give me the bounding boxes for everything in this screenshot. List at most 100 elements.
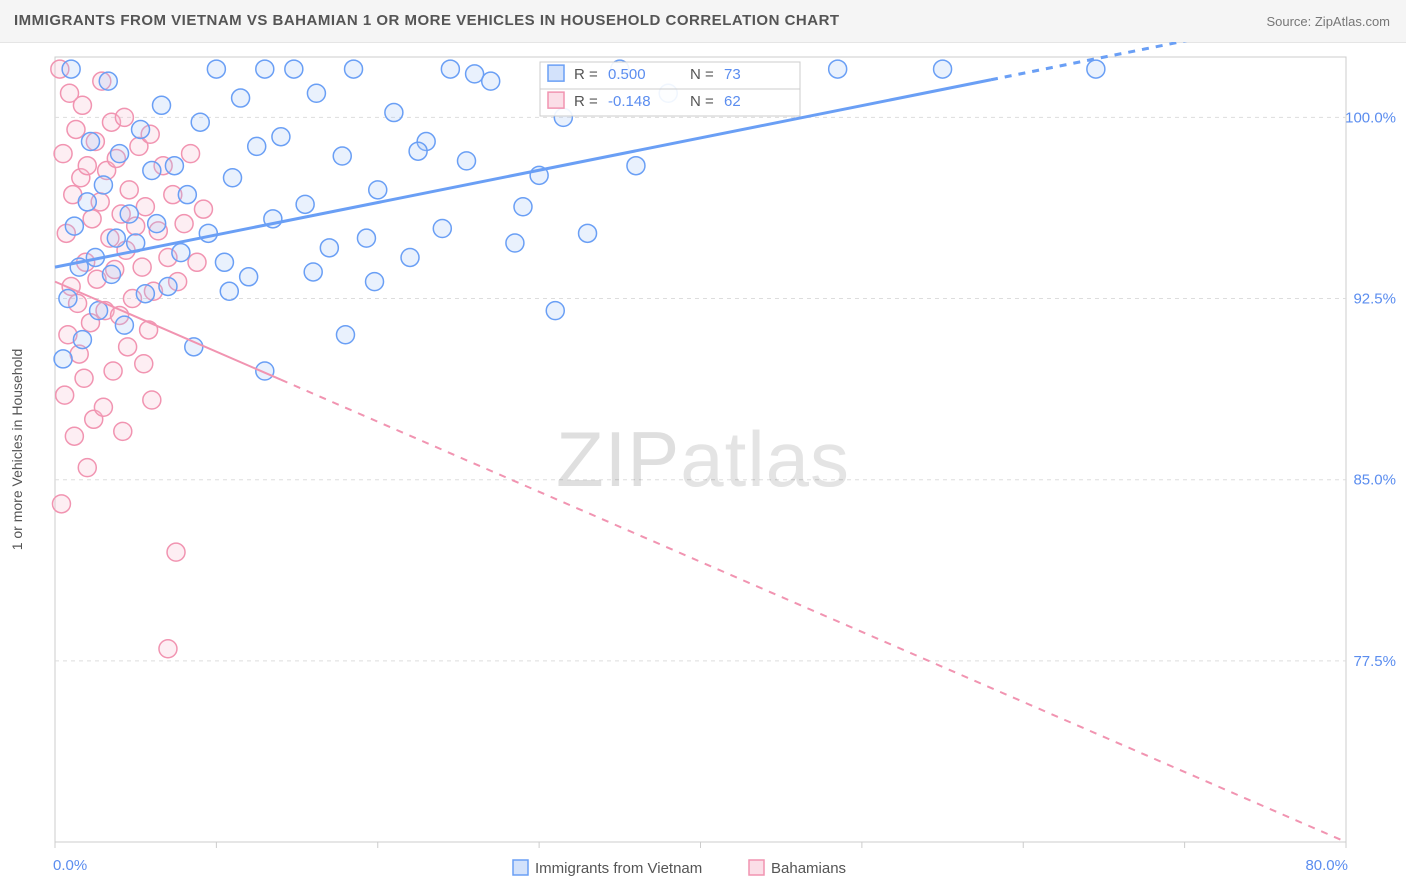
point-vietnam [304,263,322,281]
point-vietnam [102,265,120,283]
stats-swatch-bahamian [548,92,564,108]
point-vietnam [178,186,196,204]
point-vietnam [579,224,597,242]
point-bahamian [75,369,93,387]
point-vietnam [441,60,459,78]
y-axis-label: 1 or more Vehicles in Household [9,349,25,551]
ytick-label: 92.5% [1353,291,1396,308]
point-vietnam [136,285,154,303]
point-vietnam [62,60,80,78]
point-bahamian [78,157,96,175]
ytick-label: 100.0% [1345,109,1396,126]
point-vietnam [172,244,190,262]
scatter-chart-svg: 77.5% 85.0% 92.5% 100.0% 0.0% 80.0% 1 or more … [0,42,1406,892]
point-vietnam [256,60,274,78]
point-vietnam [285,60,303,78]
point-vietnam [829,60,847,78]
plot-border [55,57,1346,842]
point-vietnam [514,198,532,216]
point-vietnam [73,331,91,349]
header-bar: IMMIGRANTS FROM VIETNAM VS BAHAMIAN 1 OR… [0,0,1406,43]
point-vietnam [433,219,451,237]
point-vietnam [185,338,203,356]
point-vietnam [546,302,564,320]
point-bahamian [188,253,206,271]
point-vietnam [366,273,384,291]
point-vietnam [220,282,238,300]
point-bahamian [120,181,138,199]
ytick-label: 77.5% [1353,653,1396,670]
stats-N-label-vietnam: N = [690,66,714,83]
point-bahamian [54,145,72,163]
point-vietnam [409,142,427,160]
xtick-label: 80.0% [1305,857,1348,874]
point-vietnam [59,290,77,308]
point-vietnam [153,96,171,114]
point-vietnam [115,316,133,334]
point-bahamian [83,210,101,228]
point-vietnam [82,133,100,151]
point-bahamian [78,459,96,477]
point-bahamian [73,96,91,114]
legend-label-vietnam: Immigrants from Vietnam [535,860,702,877]
point-bahamian [119,338,137,356]
point-vietnam [215,253,233,271]
point-bahamian [140,321,158,339]
regression-vietnam-dashed [991,42,1346,80]
point-vietnam [320,239,338,257]
legend-swatch-vietnam [513,860,528,875]
point-vietnam [65,217,83,235]
stats-N-value-vietnam: 73 [724,66,741,83]
stats-swatch-vietnam [548,65,564,81]
point-vietnam [357,229,375,247]
point-bahamian [114,422,132,440]
point-vietnam [99,72,117,90]
point-bahamian [136,198,154,216]
point-bahamian [67,120,85,138]
point-vietnam [159,277,177,295]
point-bahamian [194,200,212,218]
point-vietnam [224,169,242,187]
stats-R-value-bahamian: -0.148 [608,93,651,110]
point-bahamian [115,108,133,126]
point-vietnam [369,181,387,199]
point-vietnam [143,162,161,180]
point-vietnam [627,157,645,175]
point-vietnam [78,193,96,211]
legend-swatch-bahamian [749,860,764,875]
chart-area: 77.5% 85.0% 92.5% 100.0% 0.0% 80.0% 1 or more … [0,42,1406,892]
point-vietnam [94,176,112,194]
point-vietnam [111,145,129,163]
point-vietnam [107,229,125,247]
point-vietnam [401,248,419,266]
point-vietnam [199,224,217,242]
point-vietnam [934,60,952,78]
point-vietnam [191,113,209,131]
point-bahamian [143,391,161,409]
point-vietnam [458,152,476,170]
point-vietnam [482,72,500,90]
point-vietnam [336,326,354,344]
point-vietnam [385,104,403,122]
stats-R-label-vietnam: R = [574,66,598,83]
ytick-label: 85.0% [1353,472,1396,489]
point-vietnam [232,89,250,107]
point-vietnam [333,147,351,165]
point-vietnam [54,350,72,368]
chart-title: IMMIGRANTS FROM VIETNAM VS BAHAMIAN 1 OR… [14,12,840,29]
point-bahamian [52,495,70,513]
point-vietnam [240,268,258,286]
xtick-label: 0.0% [53,857,87,874]
point-vietnam [148,215,166,233]
point-bahamian [159,640,177,658]
point-bahamian [133,258,151,276]
regression-bahamian-dashed [281,380,1346,842]
point-bahamian [65,427,83,445]
point-vietnam [165,157,183,175]
source-label: Source: ZipAtlas.com [1266,14,1390,29]
stats-N-value-bahamian: 62 [724,93,741,110]
legend-label-bahamian: Bahamians [771,860,846,877]
stats-N-label-bahamian: N = [690,93,714,110]
point-vietnam [248,137,266,155]
point-vietnam [120,205,138,223]
